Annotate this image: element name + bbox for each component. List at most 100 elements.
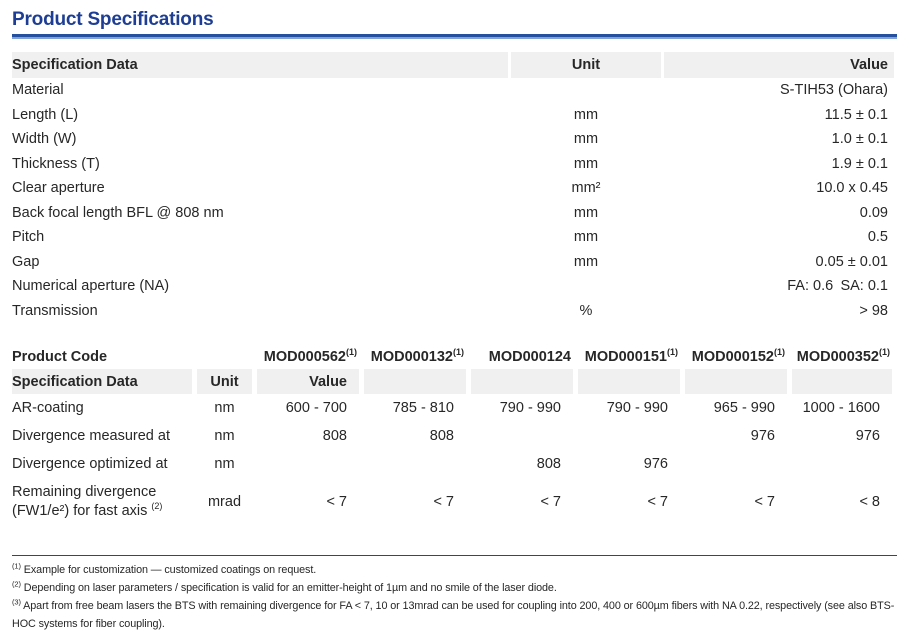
col-header-empty	[578, 369, 680, 394]
product-code: MOD000151(1)	[584, 346, 678, 365]
product-code: MOD000132(1)	[370, 346, 464, 365]
footnote-text: Depending on laser parameters / specific…	[20, 582, 557, 594]
spec-name: Material	[12, 82, 64, 98]
spec-unit: mm	[573, 155, 599, 172]
spec-name: Transmission	[12, 302, 98, 319]
spec-table: Specification Data Unit Value Material S-…	[9, 52, 897, 323]
spec-value: 0.5	[867, 229, 888, 245]
spec-value: 790 - 990	[606, 400, 668, 416]
spec-value	[685, 450, 787, 478]
spec-name: AR-coating	[12, 394, 192, 422]
product-code: MOD000352(1)	[796, 346, 890, 365]
footnote-ref: (1)	[12, 561, 21, 571]
spec-value: 600 - 700	[285, 400, 347, 416]
spec-value: 808	[322, 428, 347, 444]
spec-value: < 8	[859, 493, 880, 510]
spec-name-line: Remaining divergence	[12, 483, 157, 500]
footnotes: (1) Example for customization — customiz…	[12, 555, 897, 633]
product-table: Product Code MOD000562(1) MOD000132(1) MOD…	[7, 344, 897, 525]
spec-name: Back focal length BFL @ 808 nm	[12, 204, 224, 221]
footnote-ref: (2)	[151, 500, 163, 511]
spec-unit	[511, 78, 661, 103]
product-code: MOD000124	[488, 348, 571, 365]
table-row: Back focal length BFL @ 808 nm mm 0.09	[12, 201, 894, 226]
product-table-body: AR-coating nm 600 - 700 785 - 810 790 - 990 7…	[12, 394, 892, 525]
spec-name: Remaining divergence (FW1/e²) for fast ax…	[12, 478, 192, 525]
spec-unit: mm	[573, 229, 599, 245]
table-row: Remaining divergence (FW1/e²) for fast ax…	[12, 478, 892, 525]
table-row: Transmission% > 98	[12, 299, 894, 324]
spec-unit: %	[579, 302, 593, 319]
spec-name: Pitch	[12, 229, 45, 245]
spec-value: 10.0 x 0.45	[816, 180, 888, 196]
spec-value: 976	[643, 456, 668, 472]
spec-name: Divergence optimized at	[12, 450, 192, 478]
footnote-ref: (1)	[346, 346, 357, 357]
footnote-ref: (3)	[12, 597, 21, 607]
table-row: AR-coating nm 600 - 700 785 - 810 790 - 990 7…	[12, 394, 892, 422]
spec-name: Width (W)	[12, 131, 77, 147]
spec-value	[364, 450, 466, 478]
spec-name-line: (FW1/e²) for fast axis (2)	[12, 500, 163, 519]
spec-value: 808	[429, 428, 454, 444]
product-code-label: Product Code	[12, 348, 108, 365]
col-header-spec: Specification Data	[12, 369, 192, 394]
spec-value: S-TIH53 (Ohara)	[780, 82, 888, 98]
spec-value	[471, 422, 573, 450]
spec-value: 976	[750, 428, 775, 444]
spec-unit: mm	[573, 204, 599, 221]
spec-unit: mrad	[207, 493, 242, 510]
spec-name: Divergence measured at	[12, 422, 192, 450]
spec-value: 785 - 810	[392, 400, 454, 416]
title-underline	[12, 34, 897, 39]
spec-value: < 7	[540, 493, 561, 510]
spec-name: Clear aperture	[12, 180, 105, 196]
spec-value: 1000 - 1600	[802, 400, 880, 416]
table-row: Pitch mm 0.5	[12, 225, 894, 250]
spec-unit: nm	[214, 456, 235, 472]
col-header-unit: Unit	[511, 52, 661, 78]
spec-unit: mm	[573, 253, 599, 270]
spec-table-header-row: Specification Data Unit Value	[12, 52, 894, 78]
footnote-ref: (1)	[879, 346, 890, 357]
table-row: Length (L) mm 11.5 ± 0.1	[12, 103, 894, 128]
spec-name-line: Divergence optimized at	[12, 455, 168, 472]
spec-unit: mm	[573, 106, 599, 123]
col-header-empty	[792, 369, 892, 394]
product-code-row: Product Code MOD000562(1) MOD000132(1) MOD…	[12, 344, 892, 369]
page-title: Product Specifications	[12, 9, 214, 30]
spec-value: 1.0 ± 0.1	[831, 131, 888, 147]
spec-unit: nm	[214, 400, 235, 416]
spec-value	[792, 450, 892, 478]
table-row: Thickness (T) mm 1.9 ± 0.1	[12, 152, 894, 177]
footnote-ref: (1)	[453, 346, 464, 357]
spec-value	[578, 422, 680, 450]
footnote-ref: (1)	[667, 346, 678, 357]
col-header-empty	[685, 369, 787, 394]
col-header-empty	[364, 369, 466, 394]
col-header-unit: Unit	[197, 369, 252, 394]
spec-name-line: Divergence measured at	[12, 427, 170, 444]
spec-value: < 7	[754, 493, 775, 510]
spec-value: 790 - 990	[499, 400, 561, 416]
spec-name: Gap	[12, 253, 40, 270]
spec-value: 1.9 ± 0.1	[831, 155, 888, 172]
table-row: Material S-TIH53 (Ohara)	[12, 78, 894, 103]
footnote-item: (2) Depending on laser parameters / spec…	[12, 579, 897, 597]
spec-name: Numerical aperture (NA)	[12, 278, 170, 294]
spec-value: 965 - 990	[713, 400, 775, 416]
table-row: Numerical aperture (NA) FA: 0.6 SA: 0.1	[12, 274, 894, 299]
col-header-value: Value	[257, 369, 359, 394]
spec-name: Thickness (T)	[12, 155, 100, 172]
spec-value: 0.05 ± 0.01	[815, 253, 888, 270]
spec-name-line: AR-coating	[12, 399, 84, 416]
footnote-text: Example for customization — customized c…	[20, 564, 317, 576]
spec-value: FA: 0.6 SA: 0.1	[787, 278, 888, 294]
product-code: MOD000152(1)	[691, 346, 785, 365]
spec-table-body: Material S-TIH53 (Ohara) Length (L) mm 11.5 …	[12, 78, 894, 323]
spec-unit: mm	[573, 131, 599, 147]
table-row: Clear aperture mm² 10.0 x 0.45	[12, 176, 894, 201]
table-row: Gap mm 0.05 ± 0.01	[12, 250, 894, 275]
spec-unit	[511, 274, 661, 299]
spec-unit: mm²	[571, 180, 601, 196]
